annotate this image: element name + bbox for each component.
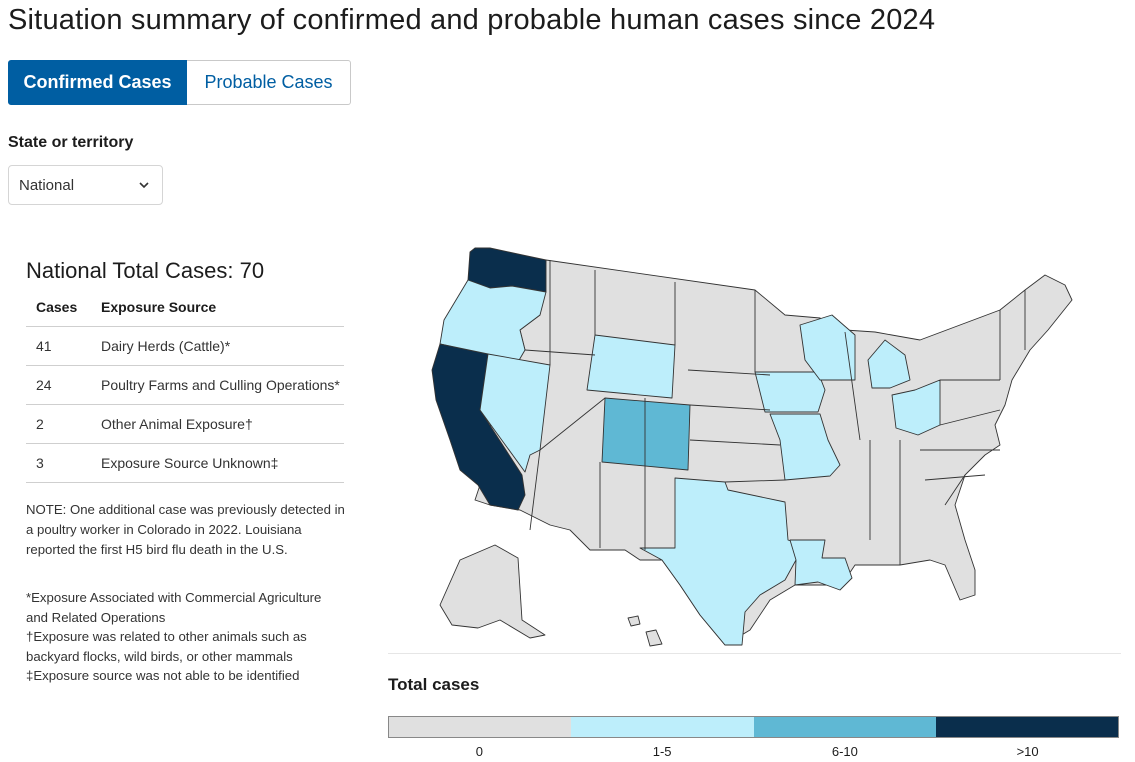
- tab-probable-cases[interactable]: Probable Cases: [187, 60, 351, 105]
- note-text: NOTE: One additional case was previously…: [26, 502, 345, 557]
- header-exposure-source: Exposure Source: [91, 288, 344, 327]
- tab-confirmed-cases[interactable]: Confirmed Cases: [8, 60, 187, 105]
- cell-source: Other Animal Exposure†: [91, 404, 344, 444]
- map-state-wisconsin[interactable]: [799, 314, 856, 381]
- state-select[interactable]: National: [8, 165, 163, 205]
- page-title: Situation summary of confirmed and proba…: [8, 4, 936, 36]
- cell-cases: 24: [26, 365, 91, 405]
- map-state-colorado[interactable]: [601, 397, 691, 471]
- cell-cases: 3: [26, 443, 91, 483]
- map-state-borders: [524, 260, 1026, 565]
- map-state-iowa[interactable]: [754, 371, 826, 413]
- footnote-other-animals: †Exposure was related to other animals s…: [26, 629, 307, 664]
- cell-cases: 2: [26, 404, 91, 444]
- chevron-down-icon: [138, 178, 150, 195]
- footnotes: *Exposure Associated with Commercial Agr…: [26, 588, 346, 686]
- cell-source: Exposure Source Unknown‡: [91, 443, 344, 483]
- national-total: National Total Cases: 70: [26, 258, 265, 283]
- legend-swatch-1-5: [571, 717, 754, 737]
- table-header-row: Cases Exposure Source: [26, 288, 344, 327]
- map-state-louisiana[interactable]: [789, 539, 853, 591]
- map-state-michigan[interactable]: [867, 339, 911, 389]
- cell-cases: 41: [26, 326, 91, 366]
- table-row: 41 Dairy Herds (Cattle)*: [26, 326, 344, 366]
- table-row: 3 Exposure Source Unknown‡: [26, 443, 344, 483]
- case-type-tabs: Confirmed Cases Probable Cases: [8, 60, 351, 105]
- legend-label-1-5: 1-5: [652, 744, 672, 759]
- map-state-texas[interactable]: [639, 477, 803, 646]
- legend-swatch-0: [389, 717, 572, 737]
- state-select-value: National: [19, 176, 75, 194]
- table-row: 2 Other Animal Exposure†: [26, 404, 344, 444]
- table-row: 24 Poultry Farms and Culling Operations*: [26, 365, 344, 405]
- us-map-svg: [431, 247, 1073, 647]
- map-state-oregon[interactable]: [439, 279, 547, 363]
- legend-swatch-6-10: [753, 717, 936, 737]
- map-state-hawaii[interactable]: [627, 615, 663, 647]
- legend-labels: 0 1-5 6-10 >10: [388, 744, 1119, 759]
- legend-color-bar: [388, 716, 1119, 738]
- legend-label-gt10: >10: [1016, 744, 1039, 759]
- legend-label-0: 0: [475, 744, 483, 759]
- header-cases: Cases: [26, 288, 91, 327]
- us-cases-map: [400, 240, 1100, 652]
- footnote-commercial: *Exposure Associated with Commercial Agr…: [26, 590, 322, 625]
- map-state-wyoming[interactable]: [586, 334, 676, 399]
- legend-panel: [388, 653, 1121, 762]
- cell-source: Poultry Farms and Culling Operations*: [91, 365, 344, 405]
- legend-title: Total cases: [388, 675, 480, 694]
- footnote-unknown: ‡Exposure source was not able to be iden…: [26, 668, 300, 683]
- exposure-table: Cases Exposure Source 41 Dairy Herds (Ca…: [26, 288, 344, 483]
- legend-swatch-gt10: [935, 717, 1118, 737]
- map-state-missouri[interactable]: [769, 413, 841, 481]
- legend-label-6-10: 6-10: [831, 744, 858, 759]
- state-filter-label: State or territory: [8, 134, 134, 151]
- map-state-alaska[interactable]: [439, 544, 546, 639]
- cell-source: Dairy Herds (Cattle)*: [91, 326, 344, 366]
